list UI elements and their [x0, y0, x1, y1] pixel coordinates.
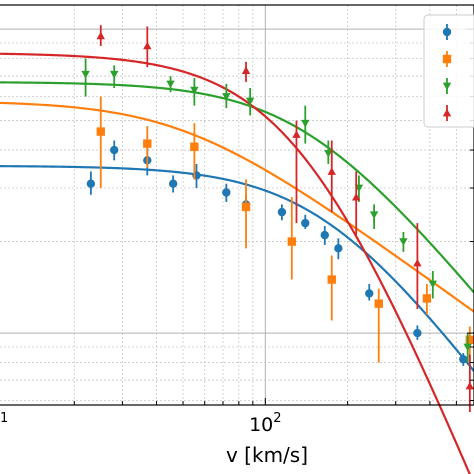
data-points	[81, 25, 474, 413]
data-point	[399, 238, 408, 246]
data-point	[241, 66, 251, 74]
data-point	[241, 202, 251, 212]
data-point	[190, 86, 199, 95]
legend-marker	[442, 27, 452, 37]
data-point	[465, 335, 474, 345]
legend-entry-1	[442, 24, 452, 40]
data-point	[374, 299, 383, 308]
data-point	[463, 343, 472, 352]
data-point	[365, 289, 374, 298]
data-point	[86, 179, 96, 188]
grid	[0, 5, 474, 405]
data-point	[428, 280, 438, 289]
data-point	[465, 381, 474, 390]
data-point	[143, 139, 152, 148]
fit-curve-4	[0, 52, 471, 474]
data-point	[166, 80, 175, 89]
data-point	[143, 41, 152, 50]
series-1	[86, 140, 468, 366]
legend	[423, 14, 474, 128]
data-point	[334, 244, 343, 253]
data-point	[222, 93, 231, 101]
data-point	[459, 355, 468, 364]
data-point	[245, 97, 255, 106]
plot-frame	[0, 4, 474, 406]
data-point	[292, 130, 301, 138]
data-point	[301, 119, 310, 128]
fit-curve-3	[0, 81, 474, 294]
legend-marker	[442, 54, 452, 64]
data-point	[96, 31, 105, 40]
data-point	[110, 70, 119, 79]
legend-box	[423, 14, 474, 128]
data-point	[287, 237, 297, 246]
x-tick-label: 102	[249, 411, 281, 436]
data-point	[422, 294, 432, 303]
legend-entry-2	[442, 51, 452, 67]
fit-curves	[0, 52, 474, 474]
data-point	[190, 142, 199, 151]
data-point	[324, 150, 333, 158]
x-tick-label: 101	[0, 411, 8, 436]
data-point	[369, 211, 379, 219]
data-point	[222, 188, 231, 197]
legend-entry-3	[442, 78, 452, 94]
series-4	[96, 25, 474, 413]
data-point	[81, 70, 90, 79]
data-point	[96, 127, 105, 136]
data-point	[327, 167, 336, 175]
data-point	[277, 207, 287, 217]
fit-curve-2	[0, 101, 474, 313]
data-point	[351, 192, 361, 201]
data-point	[110, 145, 119, 155]
legend-entry-4	[442, 105, 452, 121]
fit-curve-1	[0, 165, 474, 372]
data-point	[168, 179, 178, 188]
data-point	[413, 258, 422, 267]
data-point	[327, 275, 336, 284]
legend-marker	[442, 82, 452, 91]
legend-marker	[442, 108, 452, 117]
series-3	[81, 58, 472, 363]
data-point	[320, 230, 329, 240]
x-axis-label: v [km/s]	[226, 443, 308, 467]
data-point	[413, 328, 422, 338]
data-point	[301, 218, 310, 228]
